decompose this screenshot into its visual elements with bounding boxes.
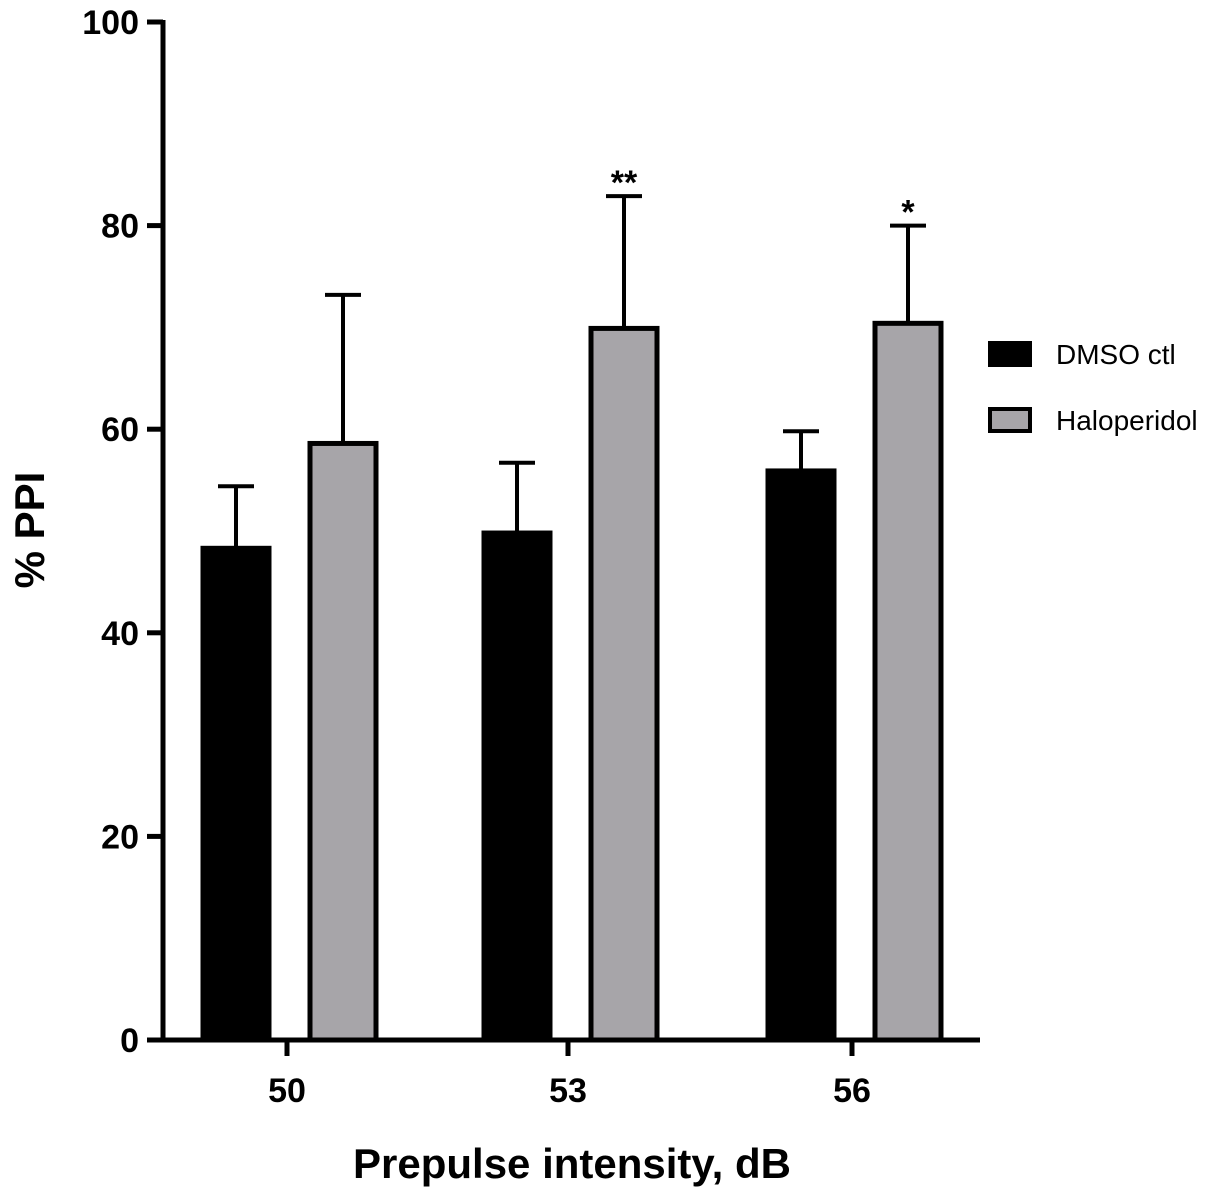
y-tick-label: 100 <box>82 4 139 42</box>
x-tick-label: 50 <box>268 1072 306 1110</box>
y-tick-label: 0 <box>120 1022 139 1060</box>
x-axis-title: Prepulse intensity, dB <box>353 1140 791 1187</box>
legend: DMSO ctl Haloperidol <box>988 339 1198 436</box>
x-tick-label: 53 <box>549 1072 587 1110</box>
y-tick-label: 20 <box>101 818 139 856</box>
legend-swatch <box>988 407 1032 433</box>
legend-label: Haloperidol <box>1056 405 1198 436</box>
x-tick-label: 56 <box>833 1072 871 1110</box>
y-tick-label: 60 <box>101 411 139 449</box>
bar-dmso-ctl-56 <box>765 468 837 1043</box>
y-tick-label: 80 <box>101 208 139 246</box>
axes: 0 20 40 60 80 100 50 53 56 <box>82 4 980 1110</box>
bar-dmso-ctl-53 <box>481 530 553 1043</box>
bar-haloperidol-53 <box>588 325 660 1043</box>
bar-dmso-ctl-50 <box>200 545 272 1043</box>
y-tick-label: 40 <box>101 615 139 653</box>
legend-swatch <box>988 341 1032 367</box>
significance-marker: ** <box>611 164 638 202</box>
bar-haloperidol-56 <box>872 320 944 1043</box>
y-axis-title: % PPI <box>6 472 53 589</box>
bar-haloperidol-50 <box>307 440 379 1043</box>
significance-marker: * <box>901 194 915 232</box>
legend-label: DMSO ctl <box>1056 339 1176 370</box>
bars: *** <box>200 164 944 1043</box>
